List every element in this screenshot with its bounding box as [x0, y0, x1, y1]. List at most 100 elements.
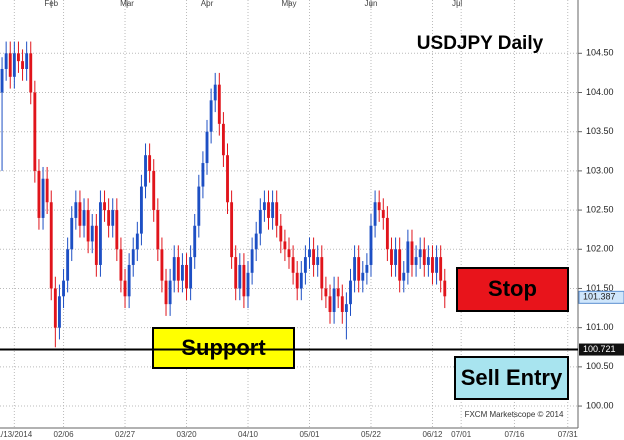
- support-box: [152, 327, 295, 369]
- support-label: Support: [181, 335, 266, 360]
- candle-body: [262, 202, 266, 211]
- price-tag: [578, 290, 624, 304]
- candle-body: [291, 257, 295, 273]
- candle-body: [131, 249, 135, 265]
- candle-body: [254, 233, 258, 250]
- month-label: Jul: [452, 0, 462, 8]
- candle-body: [303, 257, 307, 273]
- candle-body: [279, 225, 283, 242]
- candle-body: [185, 264, 188, 289]
- price-value: 101.387: [583, 292, 616, 302]
- candle-body: [180, 264, 184, 281]
- month-label: Apr: [201, 0, 214, 8]
- x-tick-label: 07/31: [558, 430, 579, 439]
- candle-body: [299, 272, 303, 289]
- candle-body: [201, 163, 205, 187]
- candle-body: [176, 257, 180, 281]
- y-tick-label: 101.00: [586, 322, 614, 332]
- candle-body: [394, 249, 398, 265]
- candle-body: [349, 280, 352, 305]
- x-tick-label: 05/01: [299, 430, 320, 439]
- candle-body: [29, 53, 33, 93]
- candle-body: [139, 186, 143, 234]
- candle-body: [369, 225, 373, 265]
- candle-body: [193, 225, 197, 258]
- candle-body: [82, 210, 86, 226]
- candles: [0, 41, 447, 348]
- candle-body: [209, 100, 213, 132]
- candle-body: [402, 272, 406, 281]
- candle-body: [336, 288, 340, 297]
- candle-body: [156, 210, 160, 250]
- candle-body: [398, 249, 402, 281]
- candle-body: [33, 92, 37, 171]
- candle-body: [0, 68, 4, 93]
- sell-entry-box: [454, 356, 569, 400]
- candle-body: [45, 178, 49, 203]
- candle-body: [435, 257, 439, 273]
- month-label: May: [281, 0, 296, 8]
- x-tick-label: 1/13/2014: [0, 430, 33, 439]
- candle-body: [361, 272, 365, 281]
- candle-body: [226, 155, 229, 203]
- candle-body: [62, 280, 65, 297]
- candle-body: [53, 288, 57, 328]
- candle-body: [308, 249, 311, 258]
- candle-body: [144, 155, 147, 187]
- candle-body: [197, 186, 201, 226]
- candle-body: [25, 53, 29, 69]
- candle-body: [115, 210, 119, 250]
- candle-body: [107, 210, 111, 226]
- x-tick-label: 02/06: [54, 430, 75, 439]
- candle-body: [217, 84, 221, 124]
- y-tick-label: 100.00: [586, 400, 614, 410]
- candle-body: [353, 257, 357, 281]
- candle-body: [152, 170, 156, 211]
- x-tick-label: 06/12: [422, 430, 443, 439]
- candle-body: [365, 264, 369, 273]
- candle-body: [267, 202, 270, 218]
- candle-body: [135, 233, 139, 250]
- candle-body: [357, 257, 361, 281]
- candle-body: [410, 241, 414, 265]
- candle-body: [406, 241, 410, 273]
- candle-body: [160, 249, 164, 281]
- x-tick-label: 05/22: [361, 430, 382, 439]
- candle-body: [250, 249, 254, 273]
- candle-body: [94, 225, 98, 265]
- candle-body: [377, 202, 381, 211]
- candle-body: [422, 249, 426, 265]
- y-tick-label: 104.00: [586, 87, 614, 97]
- month-label: Jun: [365, 0, 378, 8]
- candle-body: [86, 210, 90, 242]
- candle-body: [21, 61, 24, 69]
- candle-body: [90, 225, 94, 242]
- stop-box: [456, 267, 569, 312]
- x-tick-label: 07/16: [504, 430, 525, 439]
- candle-body: [439, 257, 443, 281]
- candle-body: [164, 280, 168, 305]
- y-tick-label: 101.50: [586, 283, 614, 293]
- chart-title: USDJPY Daily: [417, 33, 544, 54]
- y-tick-label: 100.50: [586, 361, 614, 371]
- candle-body: [41, 178, 45, 218]
- candle-body: [172, 257, 176, 281]
- candle-body: [8, 53, 12, 77]
- candle-body: [238, 264, 242, 289]
- candle-body: [78, 202, 82, 226]
- candle-body: [49, 202, 53, 289]
- x-tick-label: 04/10: [238, 430, 259, 439]
- candle-body: [4, 53, 8, 69]
- candle-body: [148, 155, 152, 171]
- support-tag: [579, 343, 624, 356]
- candle-body: [426, 257, 430, 265]
- month-label: Mar: [120, 0, 134, 8]
- candle-body: [332, 288, 336, 312]
- candle-body: [312, 249, 316, 265]
- candle-body: [17, 53, 20, 62]
- x-tick-label: 03/20: [177, 430, 198, 439]
- sell-entry-label: Sell Entry: [461, 365, 563, 390]
- x-tick-label: 02/27: [115, 430, 136, 439]
- candle-body: [418, 249, 422, 258]
